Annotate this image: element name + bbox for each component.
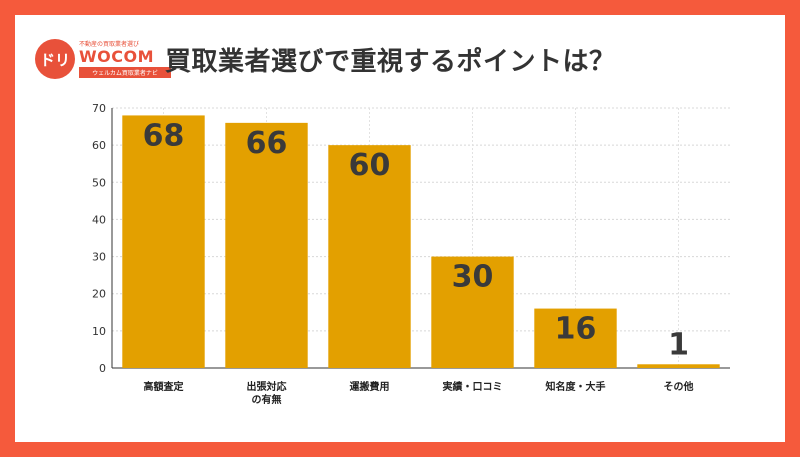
bar [122,115,205,368]
bar [637,364,720,368]
bar [534,308,617,368]
bar [431,256,514,368]
data-label: 1 [668,327,689,362]
y-tick-label: 60 [92,139,106,152]
brand-logo[interactable]: ドリ 不動産の買取業者選び WOCOM ウェルカム買取業者ナビ [35,33,175,95]
y-tick-label: 20 [92,288,106,301]
x-tick-label: その他 [664,380,694,393]
chart-title: 買取業者選びで重視するポイントは？ [165,47,616,77]
x-tick-label: 実績・口コミ [443,380,503,393]
logo-wordmark: WOCOM [79,47,155,66]
y-tick-label: 0 [99,362,106,375]
bar [225,122,308,368]
x-tick-label: 運搬費用 [350,380,390,393]
data-label: 66 [246,126,288,161]
x-tick-label: 出張対応の有無 [247,380,287,406]
logo-tagline: 不動産の買取業者選び [79,41,140,48]
y-tick-label: 10 [92,325,106,338]
logo-ribbon: ウェルカム買取業者ナビ [79,67,171,78]
logo-mark-icon: ドリ [35,39,75,79]
bar [328,145,411,368]
y-tick-label: 40 [92,213,106,226]
data-label: 68 [143,118,185,153]
x-tick-label: 高額査定 [144,380,184,393]
data-label: 30 [452,260,494,295]
data-label: 60 [349,148,391,183]
x-tick-label: 知名度・大手 [545,380,606,393]
data-label: 16 [555,312,597,347]
y-tick-label: 30 [92,251,106,264]
y-tick-label: 50 [92,176,106,189]
y-tick-label: 70 [92,102,106,115]
